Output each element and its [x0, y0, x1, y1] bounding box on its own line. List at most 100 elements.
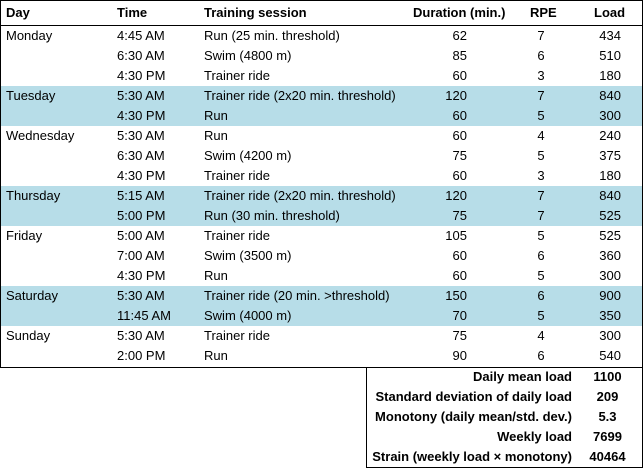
day: Saturday — [6, 288, 59, 303]
load: 300 — [599, 268, 621, 283]
load: 434 — [599, 28, 621, 43]
session: Trainer ride — [204, 168, 270, 183]
rpe: 5 — [537, 308, 545, 323]
load: 540 — [599, 348, 621, 363]
load: 510 — [599, 48, 621, 63]
column-header: Training session — [204, 5, 307, 20]
duration: 120 — [445, 188, 467, 203]
duration: 60 — [452, 248, 467, 263]
day: Tuesday — [6, 88, 56, 103]
session: Run (30 min. threshold) — [204, 208, 340, 223]
time: 4:30 PM — [117, 168, 166, 183]
day: Sunday — [6, 328, 51, 343]
duration: 60 — [452, 168, 467, 183]
summary-label: Monotony (daily mean/std. dev.) — [375, 409, 572, 424]
rpe: 3 — [537, 168, 545, 183]
duration: 120 — [445, 88, 467, 103]
time: 11:45 AM — [117, 308, 171, 323]
day-band — [1, 86, 642, 126]
summary-label: Standard deviation of daily load — [375, 389, 572, 404]
table-border — [0, 0, 643, 368]
day-band — [1, 186, 642, 226]
summary-value: 7699 — [593, 429, 622, 444]
session: Run — [204, 268, 228, 283]
summary-value: 209 — [596, 389, 619, 404]
day: Friday — [6, 228, 43, 243]
load: 180 — [599, 168, 621, 183]
duration: 150 — [445, 288, 467, 303]
load: 525 — [599, 228, 621, 243]
session: Swim (4800 m) — [204, 48, 292, 63]
duration: 70 — [452, 308, 467, 323]
session: Run — [204, 128, 228, 143]
session: Swim (4000 m) — [204, 308, 292, 323]
load: 350 — [599, 308, 621, 323]
session: Trainer ride (2x20 min. threshold) — [204, 88, 396, 103]
session: Swim (4200 m) — [204, 148, 292, 163]
time: 5:30 AM — [117, 128, 165, 143]
duration: 75 — [452, 328, 467, 343]
column-header: Time — [117, 5, 148, 20]
load: 375 — [599, 148, 621, 163]
time: 4:45 AM — [117, 28, 165, 43]
session: Trainer ride (2x20 min. threshold) — [204, 188, 396, 203]
load: 840 — [599, 188, 621, 203]
time: 2:00 PM — [117, 348, 166, 363]
load: 240 — [599, 128, 621, 143]
column-header: Duration (min.) — [413, 5, 506, 20]
rpe: 5 — [537, 268, 545, 283]
session: Trainer ride (20 min. >threshold) — [204, 288, 390, 303]
summary-label: Daily mean load — [473, 369, 572, 384]
rpe: 4 — [537, 128, 545, 143]
session: Run (25 min. threshold) — [204, 28, 340, 43]
session: Trainer ride — [204, 68, 270, 83]
time: 5:00 PM — [117, 208, 166, 223]
summary-value: 40464 — [589, 449, 626, 464]
summary-label: Weekly load — [497, 429, 572, 444]
session: Run — [204, 108, 228, 123]
column-header: Load — [594, 5, 626, 20]
rpe: 7 — [537, 208, 545, 223]
header-rule — [1, 25, 642, 26]
load: 525 — [599, 208, 621, 223]
load: 300 — [599, 108, 621, 123]
time: 6:30 AM — [117, 148, 165, 163]
rpe: 5 — [537, 228, 545, 243]
time: 6:30 AM — [117, 48, 165, 63]
duration: 60 — [452, 108, 467, 123]
load: 360 — [599, 248, 621, 263]
duration: 105 — [445, 228, 467, 243]
duration: 62 — [452, 28, 467, 43]
duration: 75 — [452, 208, 467, 223]
rpe: 6 — [537, 348, 545, 363]
duration: 90 — [452, 348, 467, 363]
rpe: 7 — [537, 188, 545, 203]
rpe: 6 — [537, 248, 545, 263]
day: Thursday — [6, 188, 61, 203]
time: 5:30 AM — [117, 328, 165, 343]
load: 840 — [599, 88, 621, 103]
rpe: 5 — [537, 108, 545, 123]
rpe: 5 — [537, 148, 545, 163]
session: Trainer ride — [204, 328, 270, 343]
session: Run — [204, 348, 228, 363]
time: 5:30 AM — [117, 288, 165, 303]
duration: 85 — [452, 48, 467, 63]
session: Trainer ride — [204, 228, 270, 243]
time: 5:15 AM — [117, 188, 165, 203]
time: 7:00 AM — [117, 248, 165, 263]
session: Swim (3500 m) — [204, 248, 292, 263]
day: Wednesday — [6, 128, 75, 143]
rpe: 4 — [537, 328, 545, 343]
day: Monday — [6, 28, 53, 43]
load: 300 — [599, 328, 621, 343]
time: 4:30 PM — [117, 268, 166, 283]
duration: 60 — [452, 68, 467, 83]
rpe: 7 — [537, 88, 545, 103]
summary-value: 1100 — [593, 369, 622, 384]
column-header: RPE — [530, 5, 557, 20]
day-band — [1, 286, 642, 326]
rpe: 6 — [537, 288, 545, 303]
time: 4:30 PM — [117, 68, 166, 83]
